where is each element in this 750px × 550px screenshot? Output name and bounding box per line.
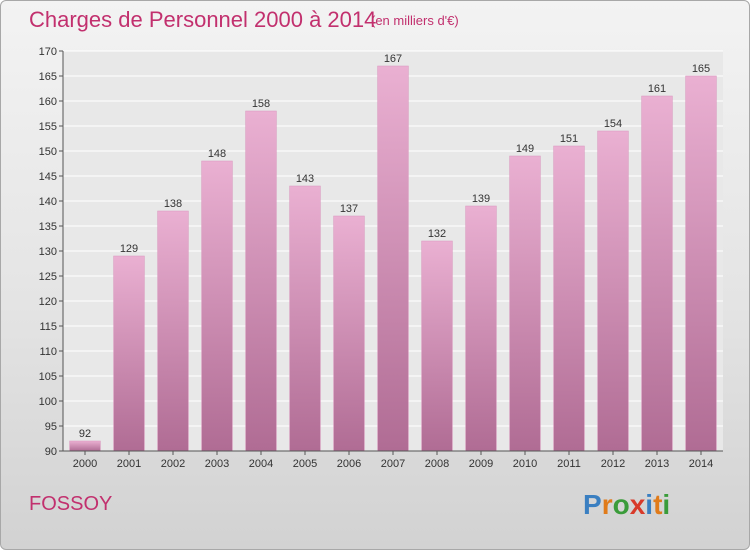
- x-tick-label-2001: 2001: [117, 458, 141, 470]
- bar-2000: [69, 440, 101, 452]
- y-tick-label: 110: [39, 346, 57, 358]
- y-tick-label: 115: [39, 321, 57, 333]
- y-tick-label: 125: [39, 271, 57, 283]
- logo-letter: t: [653, 489, 663, 520]
- y-tick-label: 130: [39, 246, 57, 258]
- x-tick-label-2006: 2006: [337, 458, 361, 470]
- data-label-2010: 149: [516, 143, 534, 155]
- y-tick-label: 140: [39, 196, 57, 208]
- y-tick-label: 155: [39, 121, 57, 133]
- data-label-2014: 165: [692, 63, 710, 75]
- bar-2009: [465, 205, 497, 452]
- logo-letter: r: [601, 489, 613, 520]
- y-tick-label: 170: [39, 46, 57, 58]
- x-tick-label-2012: 2012: [601, 458, 625, 470]
- x-tick-label-2002: 2002: [161, 458, 185, 470]
- y-tick-label: 150: [39, 146, 57, 158]
- logo-letter: i: [645, 489, 654, 520]
- chart-subtitle: (en milliers d'€): [371, 13, 459, 28]
- y-tick-label: 135: [39, 221, 57, 233]
- x-tick-label-2004: 2004: [249, 458, 273, 470]
- y-tick-label: 105: [39, 371, 57, 383]
- bar-2014: [685, 75, 717, 452]
- bar-2007: [377, 65, 409, 452]
- chart-title: Charges de Personnel 2000 à 2014: [29, 7, 377, 32]
- bar-2005: [289, 185, 321, 452]
- axes: 90 95 100 105 110 115 120 125 130 135 140 145 150 155…: [39, 46, 723, 470]
- data-label-2001: 129: [120, 243, 138, 255]
- data-label-2009: 139: [472, 193, 490, 205]
- data-label-2008: 132: [428, 228, 446, 240]
- data-label-2007: 167: [384, 53, 402, 65]
- bar-2010: [509, 155, 541, 452]
- proxiti-logo: Proxiti: [583, 489, 670, 521]
- x-tick-label-2013: 2013: [645, 458, 669, 470]
- bar-2012: [597, 130, 629, 452]
- y-tick-label: 145: [39, 171, 57, 183]
- logo-letter: o: [612, 489, 630, 520]
- data-label-2011: 151: [560, 133, 578, 145]
- data-label-2006: 137: [340, 203, 358, 215]
- bars: 92 129 138 148 158 143 137 167 132 139 149 151 154 16…: [69, 53, 717, 452]
- logo-letter: P: [583, 489, 602, 520]
- logo-letter: i: [662, 489, 671, 520]
- bar-2004: [245, 110, 277, 452]
- bar-2003: [201, 160, 233, 452]
- x-tick-label-2010: 2010: [513, 458, 537, 470]
- data-label-2013: 161: [648, 83, 666, 95]
- y-tick-label: 100: [39, 396, 57, 408]
- y-tick-label: 95: [45, 421, 57, 433]
- bar-2002: [157, 210, 189, 452]
- y-tick-label: 165: [39, 71, 57, 83]
- x-tick-label-2000: 2000: [73, 458, 97, 470]
- bar-2008: [421, 240, 453, 452]
- x-tick-label-2008: 2008: [425, 458, 449, 470]
- x-tick-label-2003: 2003: [205, 458, 229, 470]
- data-label-2005: 143: [296, 173, 314, 185]
- x-tick-label-2011: 2011: [557, 458, 581, 470]
- y-tick-label: 120: [39, 296, 57, 308]
- city-name: FOSSOY: [29, 493, 113, 515]
- data-label-2004: 158: [252, 98, 270, 110]
- y-tick-label: 160: [39, 96, 57, 108]
- data-label-2012: 154: [604, 118, 622, 130]
- y-tick-label: 90: [45, 446, 57, 458]
- x-tick-label-2005: 2005: [293, 458, 317, 470]
- data-label-2000: 92: [79, 428, 91, 440]
- bar-2013: [641, 95, 673, 452]
- data-label-2002: 138: [164, 198, 182, 210]
- x-tick-label-2007: 2007: [381, 458, 405, 470]
- bar-2006: [333, 215, 365, 452]
- x-tick-label-2009: 2009: [469, 458, 493, 470]
- bar-2011: [553, 145, 585, 452]
- data-label-2003: 148: [208, 148, 226, 160]
- logo-letter: x: [629, 489, 646, 520]
- x-tick-label-2014: 2014: [689, 458, 713, 470]
- bar-2001: [113, 255, 145, 452]
